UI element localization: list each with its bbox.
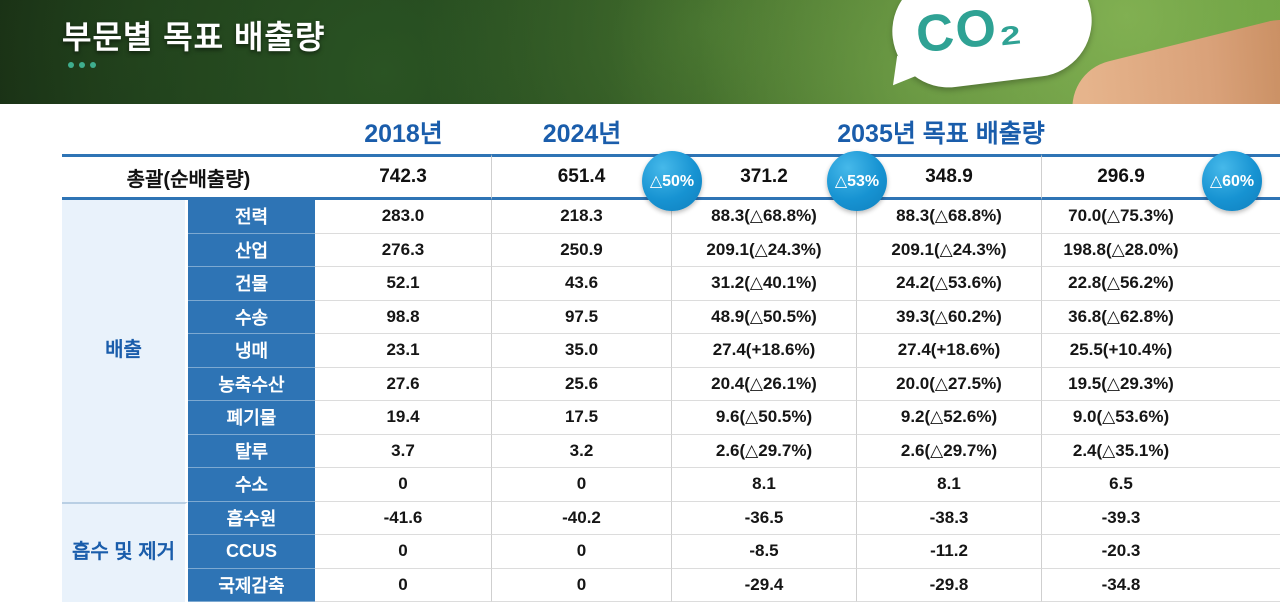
title-dots xyxy=(68,62,96,68)
value-cell: 97.5 xyxy=(492,300,672,334)
value-cell: 0 xyxy=(315,535,492,569)
value-cell: 2.6(△29.7%) xyxy=(857,434,1042,468)
row-label: 수소 xyxy=(188,468,315,502)
value-cell: 20.0(△27.5%) xyxy=(857,367,1042,401)
group-label: 배출 xyxy=(62,200,188,502)
value-cell: -40.2 xyxy=(492,501,672,535)
row-label: 탈루 xyxy=(188,434,315,468)
value-cell: 0 xyxy=(492,568,672,602)
value-cell: 209.1(△24.3%) xyxy=(672,233,857,267)
row-label: 냉매 xyxy=(188,334,315,368)
col-header-2035-target: 2035년 목표 배출량 xyxy=(837,120,1045,148)
value-cell: 8.1 xyxy=(672,468,857,502)
page-title: 부문별 목표 배출량 xyxy=(62,19,326,55)
value-cell: -36.5 xyxy=(672,501,857,535)
row-label: CCUS xyxy=(188,535,315,569)
value-cell: 8.1 xyxy=(857,468,1042,502)
value-cell: 9.2(△52.6%) xyxy=(857,401,1042,435)
reduction-badge-60: △60% xyxy=(1202,151,1262,211)
value-cell: 0 xyxy=(315,468,492,502)
value-cell: 19.4 xyxy=(315,401,492,435)
co2-label: CO₂ xyxy=(913,0,1026,65)
col-header-2024: 2024년 xyxy=(542,120,622,148)
value-cell: -38.3 xyxy=(857,501,1042,535)
value-cell: 22.8(△56.2%) xyxy=(1042,267,1280,301)
value-cell: 88.3(△68.8%) xyxy=(857,200,1042,234)
dot-icon xyxy=(79,62,85,68)
row-label: 흡수원 xyxy=(188,501,315,535)
value-cell: 209.1(△24.3%) xyxy=(857,233,1042,267)
value-cell: 31.2(△40.1%) xyxy=(672,267,857,301)
value-cell: 3.7 xyxy=(315,434,492,468)
value-cell: 25.5(+10.4%) xyxy=(1042,334,1280,368)
col-header-2018: 2018년 xyxy=(364,120,443,148)
value-cell: 9.6(△50.5%) xyxy=(672,401,857,435)
value-cell: 283.0 xyxy=(315,200,492,234)
dot-icon xyxy=(68,62,74,68)
value-cell: 36.8(△62.8%) xyxy=(1042,301,1280,334)
row-label: 국제감축 xyxy=(188,568,315,602)
value-cell: 198.8(△28.0%) xyxy=(1042,234,1280,267)
value-cell: 2.6(△29.7%) xyxy=(672,434,857,468)
value-cell: 0 xyxy=(315,568,492,602)
value-cell: 48.9(△50.5%) xyxy=(672,300,857,334)
total-value-2035-b: 348.9 xyxy=(857,154,1042,200)
value-cell: 35.0 xyxy=(492,334,672,368)
emissions-table: 2018년 2024년 2035년 목표 배출량 총괄(순배출량) 742.3 … xyxy=(0,110,1280,602)
row-label: 수송 xyxy=(188,300,315,334)
value-cell: 19.5(△29.3%) xyxy=(1042,368,1280,401)
value-cell: -11.2 xyxy=(857,535,1042,569)
value-cell: 25.6 xyxy=(492,367,672,401)
total-value-2018: 742.3 xyxy=(315,154,492,200)
total-value-2035-a: 371.2 xyxy=(672,154,857,200)
hand-image xyxy=(1062,9,1280,104)
value-cell: 0 xyxy=(492,468,672,502)
value-cell: -29.8 xyxy=(857,568,1042,602)
row-label: 전력 xyxy=(188,200,315,234)
value-cell: 276.3 xyxy=(315,233,492,267)
value-cell: 43.6 xyxy=(492,267,672,301)
row-label: 폐기물 xyxy=(188,401,315,435)
value-cell: 98.8 xyxy=(315,300,492,334)
value-cell: -34.8 xyxy=(1042,569,1280,602)
value-cell: 9.0(△53.6%) xyxy=(1042,401,1280,435)
group-label: 흡수 및 제거 xyxy=(62,501,188,602)
value-cell: -20.3 xyxy=(1042,535,1280,569)
value-cell: 0 xyxy=(492,535,672,569)
value-cell: -29.4 xyxy=(672,568,857,602)
value-cell: 17.5 xyxy=(492,401,672,435)
value-cell: 218.3 xyxy=(492,200,672,234)
value-cell: 88.3(△68.8%) xyxy=(672,200,857,234)
value-cell: -39.3 xyxy=(1042,502,1280,535)
value-cell: 3.2 xyxy=(492,434,672,468)
reduction-badge-53: △53% xyxy=(827,151,887,211)
value-cell: -8.5 xyxy=(672,535,857,569)
value-cell: 24.2(△53.6%) xyxy=(857,267,1042,301)
value-cell: 27.4(+18.6%) xyxy=(857,334,1042,368)
value-cell: -41.6 xyxy=(315,501,492,535)
dot-icon xyxy=(90,62,96,68)
value-cell: 23.1 xyxy=(315,334,492,368)
row-label: 농축수산 xyxy=(188,367,315,401)
value-cell: 52.1 xyxy=(315,267,492,301)
value-cell: 250.9 xyxy=(492,233,672,267)
value-cell: 27.4(+18.6%) xyxy=(672,334,857,368)
header-banner: CO₂ 부문별 목표 배출량 xyxy=(0,0,1280,104)
value-cell: 6.5 xyxy=(1042,468,1280,502)
value-cell: 20.4(△26.1%) xyxy=(672,367,857,401)
value-cell: 39.3(△60.2%) xyxy=(857,300,1042,334)
value-cell: 70.0(△75.3%) xyxy=(1042,200,1280,234)
row-label: 산업 xyxy=(188,233,315,267)
total-row-label: 총괄(순배출량) xyxy=(62,154,315,200)
reduction-badge-50: △50% xyxy=(642,151,702,211)
value-cell: 2.4(△35.1%) xyxy=(1042,435,1280,468)
value-cell: 27.6 xyxy=(315,367,492,401)
row-label: 건물 xyxy=(188,267,315,301)
